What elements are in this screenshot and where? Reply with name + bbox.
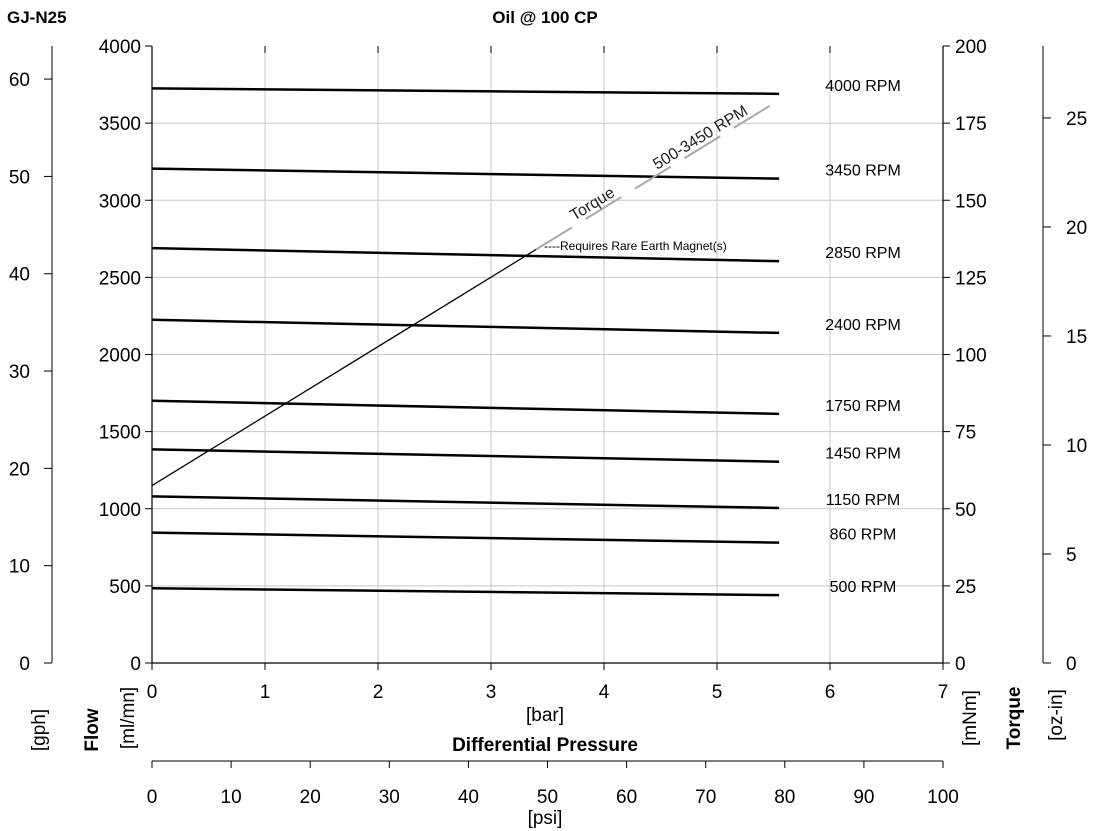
- series-line: [151, 87, 780, 96]
- x-tick-label-psi: 80: [774, 787, 795, 808]
- y-tick-label-ozin: 10: [1066, 436, 1087, 457]
- y-tick-label-mnm: 50: [955, 500, 976, 521]
- y-tick-label-ozin: 20: [1066, 218, 1087, 239]
- x-tick-label-bar: 3: [486, 682, 497, 703]
- y-tick-label-gph: 60: [9, 70, 30, 91]
- x-tick-label-psi: 100: [927, 787, 959, 808]
- series-label: 2400 RPM: [825, 317, 901, 334]
- x-tick-label-bar: 7: [938, 682, 949, 703]
- x-tick-label-bar: 6: [825, 682, 836, 703]
- y-tick-label-ozin: 25: [1066, 109, 1087, 130]
- labels: GJ-N25 Oil @ 100 CP [bar] Differential P…: [7, 8, 1067, 829]
- series-line: [151, 448, 780, 463]
- flow-unit-mlmin: [ml/mn]: [118, 687, 139, 749]
- series-line: [151, 586, 780, 597]
- x-tick-label-psi: 70: [695, 787, 716, 808]
- series-label: 1150 RPM: [826, 492, 900, 509]
- y-tick-label-ozin: 5: [1066, 545, 1077, 566]
- torque-label-range: 500-3450 RPM: [650, 103, 751, 174]
- torque-line-dashed: [535, 99, 780, 251]
- series-label: 2850 RPM: [825, 245, 901, 262]
- y-tick-label-gph: 30: [9, 362, 30, 383]
- x-tick-label-psi: 60: [616, 787, 637, 808]
- y-tick-label-mlmin: 500: [109, 577, 141, 598]
- x-tick-label-bar: 1: [260, 682, 271, 703]
- rare-earth-note: ----Requires Rare Earth Magnet(s): [544, 239, 727, 253]
- series-line: [151, 495, 780, 510]
- x-tick-label-psi: 20: [300, 787, 321, 808]
- x-unit-bar: [bar]: [526, 705, 564, 726]
- flow-series: 4000 RPM 3450 RPM 2850 RPM 2400 RPM 1750 RPM…: [151, 78, 901, 597]
- y-tick-label-mlmin: 0: [130, 654, 141, 675]
- series-line: [151, 399, 780, 416]
- y-tick-label-gph: 0: [19, 654, 30, 675]
- torque-unit-ozin: [oz-in]: [1046, 689, 1067, 741]
- x-tick-label-psi: 30: [379, 787, 400, 808]
- y-tick-label-ozin: 0: [1066, 654, 1077, 675]
- axes: 0 1 2 3 4 5 6 705001000150020002500300035004000…: [9, 37, 1087, 808]
- series-line: [151, 167, 780, 180]
- x-axis-title: Differential Pressure: [452, 735, 638, 756]
- x-tick-label-bar: 0: [147, 682, 158, 703]
- x-tick-label-psi: 0: [147, 787, 158, 808]
- flow-axis-title: Flow: [82, 708, 103, 751]
- y-tick-label-gph: 40: [9, 265, 30, 286]
- chart-title: Oil @ 100 CP: [492, 8, 597, 27]
- y-tick-label-mnm: 75: [955, 423, 976, 444]
- x-tick-label-bar: 2: [373, 682, 384, 703]
- x-tick-label-bar: 5: [712, 682, 723, 703]
- x-tick-label-bar: 4: [599, 682, 610, 703]
- series-label: 1450 RPM: [825, 446, 901, 463]
- series-label: 4000 RPM: [825, 78, 901, 95]
- series-label: 500 RPM: [830, 579, 897, 596]
- x-tick-label-psi: 50: [537, 787, 558, 808]
- y-tick-label-mlmin: 2000: [99, 346, 141, 367]
- y-tick-label-ozin: 15: [1066, 327, 1087, 348]
- y-tick-label-gph: 10: [9, 557, 30, 578]
- y-tick-label-mlmin: 1000: [99, 500, 141, 521]
- y-tick-label-mnm: 100: [955, 346, 987, 367]
- series-line: [151, 318, 780, 335]
- y-tick-label-mlmin: 1500: [99, 423, 141, 444]
- y-tick-label-mnm: 0: [955, 654, 966, 675]
- x-unit-psi: [psi]: [528, 808, 563, 829]
- series-label: 860 RPM: [830, 527, 897, 544]
- torque-unit-mnm: [mNm]: [960, 690, 981, 746]
- series-label: 1750 RPM: [825, 398, 901, 415]
- y-tick-label-mlmin: 2500: [99, 268, 141, 289]
- torque-line-solid: [151, 248, 537, 487]
- grid-lines: [152, 46, 943, 663]
- y-tick-label-mlmin: 3000: [99, 191, 141, 212]
- x-tick-label-psi: 10: [221, 787, 242, 808]
- y-tick-label-mnm: 175: [955, 114, 987, 135]
- y-tick-label-gph: 50: [9, 167, 30, 188]
- y-tick-label-mlmin: 3500: [99, 114, 141, 135]
- y-tick-label-mnm: 150: [955, 191, 987, 212]
- y-tick-label-mnm: 25: [955, 577, 976, 598]
- y-tick-label-mlmin: 4000: [99, 37, 141, 58]
- series-label: 3450 RPM: [825, 163, 901, 180]
- series-line: [151, 531, 780, 544]
- x-tick-label-psi: 40: [458, 787, 479, 808]
- model-label: GJ-N25: [7, 8, 67, 27]
- flow-unit-gph: [gph]: [29, 709, 50, 751]
- x-tick-label-psi: 90: [853, 787, 874, 808]
- y-tick-label-mnm: 125: [955, 268, 987, 289]
- y-tick-label-mnm: 200: [955, 37, 987, 58]
- series-line: [151, 246, 780, 263]
- torque-axis-title: Torque: [1004, 687, 1025, 750]
- y-tick-label-gph: 20: [9, 459, 30, 480]
